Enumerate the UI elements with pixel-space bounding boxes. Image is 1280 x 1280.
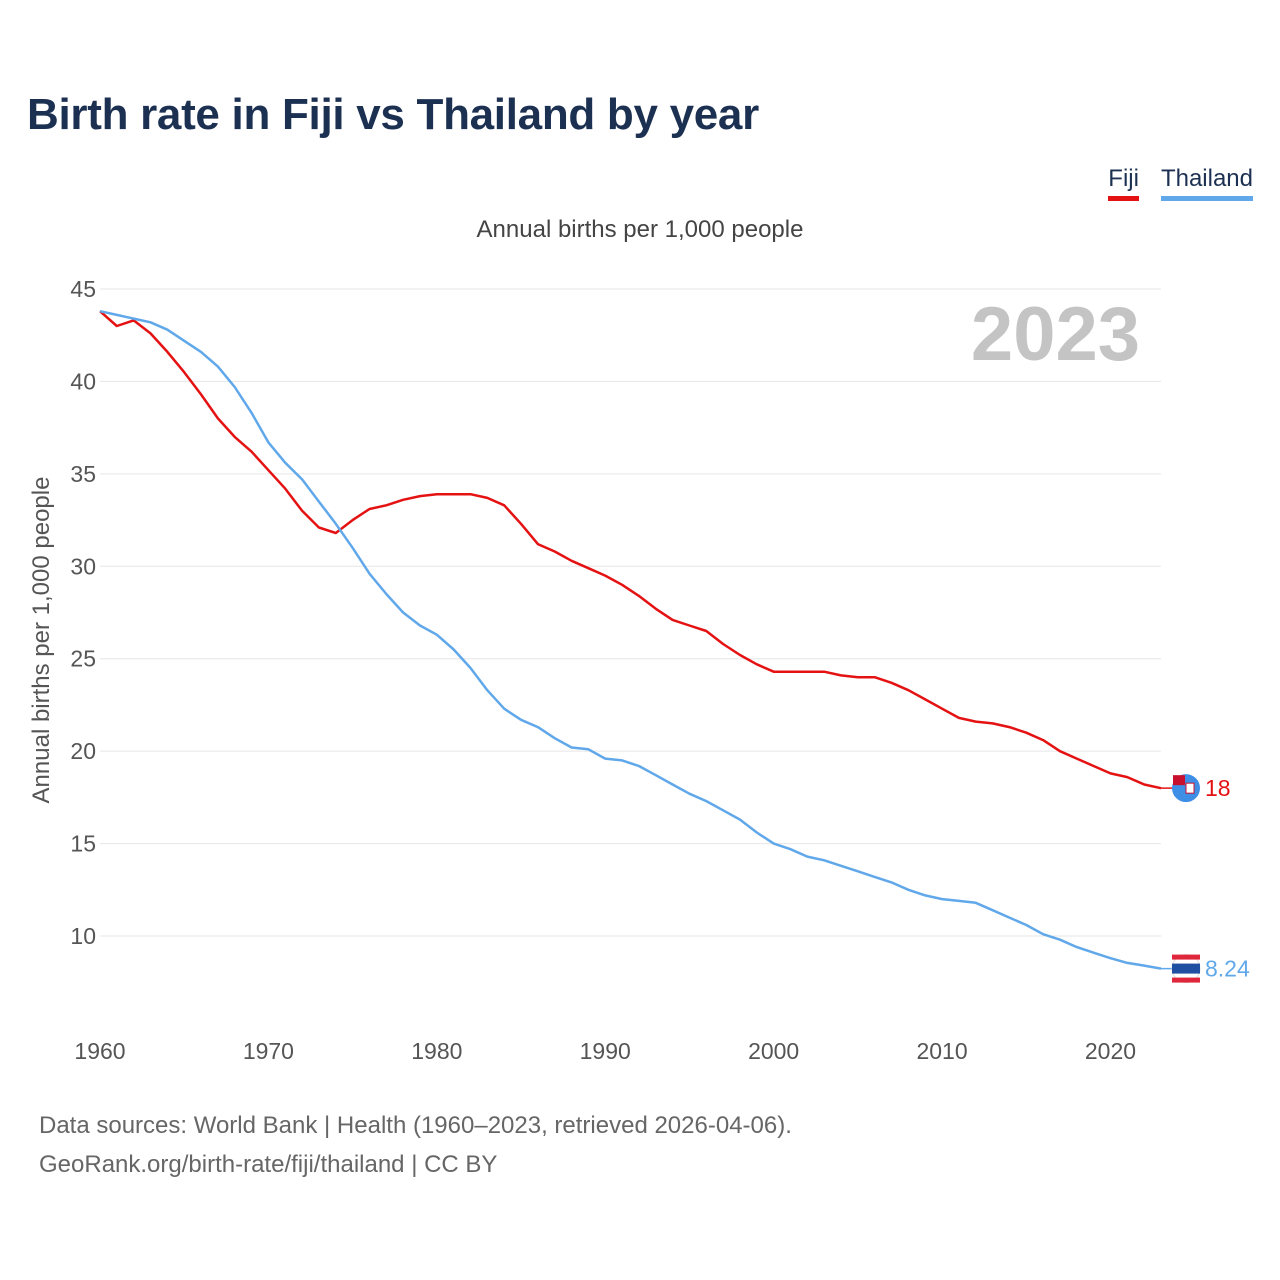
series-line-fiji — [99, 310, 1162, 790]
series-lines — [99, 309, 1162, 970]
x-tick-label: 1970 — [243, 1038, 294, 1064]
x-tick-label: 2020 — [1085, 1038, 1136, 1064]
fiji-flag-icon — [1172, 774, 1200, 803]
data-sources: Data sources: World Bank | Health (1960–… — [39, 1106, 792, 1184]
y-tick-label: 45 — [70, 276, 96, 302]
end-value-label-thailand: 8.24 — [1205, 956, 1250, 982]
legend: Fiji Thailand — [1108, 165, 1253, 201]
series-end-markers: 188.24 — [1161, 774, 1250, 984]
chart-subtitle: Annual births per 1,000 people — [476, 216, 804, 243]
y-tick-label: 35 — [70, 461, 96, 487]
y-tick-label: 30 — [70, 553, 96, 579]
x-tick-label: 1960 — [74, 1038, 125, 1064]
line-chart: 10 15 20 25 30 35 40 45 1960 1970 1980 1990 2000 201… — [70, 276, 1250, 1064]
y-tick-label: 25 — [70, 646, 96, 672]
legend-item-thailand[interactable]: Thailand — [1160, 165, 1253, 201]
chart-title: Birth rate in Fiji vs Thailand by year — [27, 90, 759, 139]
source-line: Data sources: World Bank | Health (1960–… — [39, 1112, 792, 1139]
legend-item-fiji[interactable]: Fiji — [1108, 165, 1139, 201]
flag-stripe — [1172, 963, 1200, 974]
y-tick-label: 20 — [70, 738, 96, 764]
y-tick-label: 10 — [70, 923, 96, 949]
x-tick-label: 2010 — [916, 1038, 967, 1064]
flag-shield — [1185, 782, 1195, 794]
flag-union — [1173, 775, 1185, 786]
y-tick-label: 40 — [70, 368, 96, 394]
x-tick-labels: 1960 1970 1980 1990 2000 2010 2020 — [74, 1038, 1136, 1064]
flag-stripe — [1172, 977, 1200, 983]
x-tick-label: 1980 — [411, 1038, 462, 1064]
thailand-flag-icon — [1171, 954, 1201, 984]
year-watermark: 2023 — [971, 292, 1140, 377]
source-url-line[interactable]: GeoRank.org/birth-rate/fiji/thailand | C… — [39, 1151, 498, 1178]
y-tick-label: 15 — [70, 831, 96, 857]
y-tick-labels: 10 15 20 25 30 35 40 45 — [70, 276, 96, 949]
end-value-label-fiji: 18 — [1205, 775, 1231, 801]
series-line-thailand — [99, 309, 1162, 970]
x-tick-label: 1990 — [580, 1038, 631, 1064]
x-tick-label: 2000 — [748, 1038, 799, 1064]
flag-stripe — [1172, 954, 1200, 960]
grid-lines — [100, 288, 1161, 937]
